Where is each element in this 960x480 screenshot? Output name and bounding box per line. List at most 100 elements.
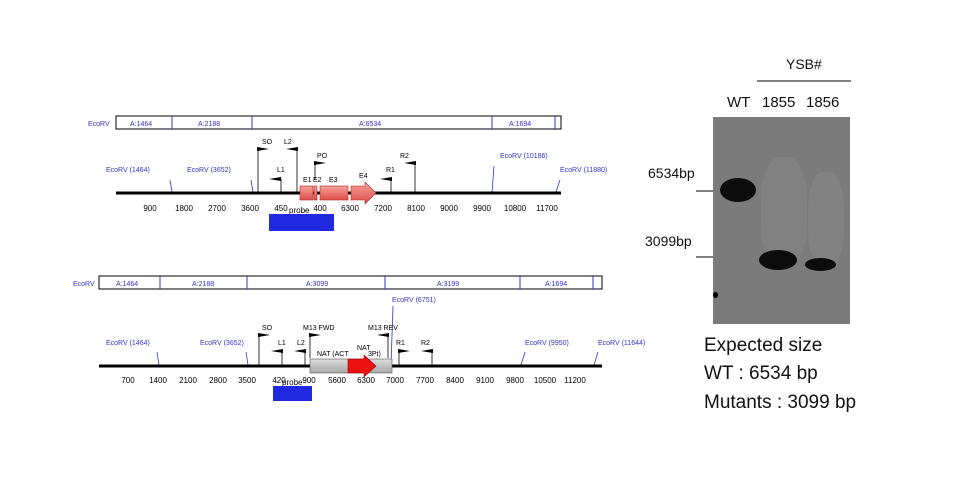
- top-primer-l2-arrow: [286, 147, 298, 151]
- blot-haze-1855: [761, 157, 807, 267]
- svg-text:700: 700: [121, 376, 135, 385]
- svg-text:6300: 6300: [341, 204, 359, 213]
- svg-text:EcoRV (3652): EcoRV (3652): [200, 340, 244, 347]
- top-fragment-3: A:6534: [359, 121, 381, 128]
- top-site-4: EcoRV (11880): [560, 167, 607, 174]
- ysb-group-label: YSB#: [786, 56, 822, 72]
- svg-text:10500: 10500: [534, 376, 557, 385]
- svg-text:EcoRV (9950): EcoRV (9950): [525, 340, 569, 347]
- top-restriction-map: EcoRV A:1464 A:2188 A:6534 A:1694 SO L2 …: [88, 115, 607, 231]
- svg-text:3500: 3500: [238, 376, 256, 385]
- svg-text:420: 420: [272, 376, 286, 385]
- bottom-probe-label: probe: [282, 378, 303, 387]
- top-site-3: EcoRV (10186): [500, 153, 548, 160]
- top-primer-po: PO: [317, 153, 328, 160]
- top-exon-e1: E1: [303, 177, 312, 184]
- top-primer-r2-arrow: [404, 161, 416, 165]
- nat-gene-arrow: [347, 354, 377, 378]
- top-primer-l1-arrow: [269, 177, 281, 181]
- svg-text:1400: 1400: [149, 376, 167, 385]
- size-marker-6534: 6534bp: [648, 165, 695, 181]
- expected-size-mutants: Mutants : 3099 bp: [704, 392, 857, 413]
- svg-text:A:1464: A:1464: [116, 281, 138, 288]
- svg-text:7000: 7000: [386, 376, 404, 385]
- bottom-fragment-bar: [98, 275, 603, 290]
- size-marker-3099: 3099bp: [645, 233, 692, 249]
- svg-text:5600: 5600: [328, 376, 346, 385]
- blot-haze-1856: [808, 172, 844, 267]
- svg-text:900: 900: [143, 204, 157, 213]
- top-probe-label: probe: [289, 206, 310, 215]
- top-exon-e3: E3: [329, 177, 338, 184]
- top-exon-1-block: [299, 185, 314, 201]
- svg-text:11200: 11200: [564, 376, 586, 385]
- svg-text:400: 400: [313, 204, 327, 213]
- nat-cassette-tail: 3Pt): [368, 351, 381, 358]
- top-primer-so-arrow: [257, 147, 269, 151]
- band-wt-6534: [720, 178, 756, 202]
- top-site-1: EcoRV (1464): [106, 167, 150, 174]
- band-1856-3099: [805, 258, 836, 271]
- top-primer-r2: R2: [400, 153, 409, 160]
- top-exon-e4: E4: [359, 173, 368, 180]
- blot-speck: [713, 292, 718, 298]
- svg-text:A:3099: A:3099: [306, 281, 328, 288]
- svg-text:R1: R1: [396, 340, 405, 347]
- top-primer-l1: L1: [277, 167, 285, 174]
- top-exon-4-arrow: [350, 181, 377, 205]
- top-fragment-2: A:2188: [198, 121, 220, 128]
- svg-text:10800: 10800: [504, 204, 527, 213]
- expected-size-wt: WT : 6534 bp: [704, 363, 818, 384]
- lane-label-wt: WT: [727, 94, 751, 111]
- svg-text:11700: 11700: [536, 204, 558, 213]
- nat-label: NAT: [357, 345, 371, 352]
- bottom-enzyme-label: EcoRV: [73, 281, 95, 288]
- band-1855-3099: [759, 250, 797, 270]
- top-primer-so: SO: [262, 139, 273, 146]
- expected-size-title: Expected size: [704, 335, 823, 356]
- svg-text:2100: 2100: [179, 376, 197, 385]
- top-enzyme-label: EcoRV: [88, 121, 110, 128]
- svg-text:7200: 7200: [374, 204, 392, 213]
- svg-text:2800: 2800: [209, 376, 227, 385]
- southern-blot-image: [713, 117, 850, 324]
- nat-cassette-label: NAT (ACT: [317, 351, 349, 358]
- top-fragment-bar: [115, 115, 562, 130]
- svg-text:EcoRV (1464): EcoRV (1464): [106, 340, 150, 347]
- top-primer-r1: R1: [386, 167, 395, 174]
- top-fragment-1: A:1464: [130, 121, 152, 128]
- svg-text:7700: 7700: [416, 376, 434, 385]
- svg-text:A:2188: A:2188: [192, 281, 214, 288]
- svg-text:A:3199: A:3199: [437, 281, 459, 288]
- bottom-site-mid: EcoRV (6751): [392, 297, 436, 304]
- svg-text:R2: R2: [421, 340, 430, 347]
- top-primer-po-arrow: [314, 161, 326, 165]
- svg-text:9900: 9900: [473, 204, 491, 213]
- top-primer-l2: L2: [284, 139, 292, 146]
- svg-text:L1: L1: [278, 340, 286, 347]
- svg-text:9100: 9100: [476, 376, 494, 385]
- svg-text:L2: L2: [297, 340, 305, 347]
- top-primer-r1-arrow: [380, 177, 392, 181]
- svg-text:3600: 3600: [241, 204, 259, 213]
- svg-text:8100: 8100: [407, 204, 425, 213]
- svg-text:M13 FWD: M13 FWD: [303, 325, 335, 332]
- svg-text:900: 900: [302, 376, 316, 385]
- svg-text:8400: 8400: [446, 376, 464, 385]
- svg-text:6300: 6300: [357, 376, 375, 385]
- top-site-2: EcoRV (3652): [187, 167, 231, 174]
- svg-text:EcoRV (11644): EcoRV (11644): [598, 340, 645, 347]
- bottom-restriction-map: EcoRV A:1464 A:2188 A:3099 A:3199 A:1694…: [73, 275, 645, 401]
- svg-text:450: 450: [274, 204, 288, 213]
- svg-text:A:1694: A:1694: [545, 281, 567, 288]
- top-probe-bar: [269, 214, 334, 231]
- svg-text:2700: 2700: [208, 204, 226, 213]
- top-exon-2-block: [313, 185, 318, 201]
- lane-label-1856: 1856: [806, 94, 840, 111]
- svg-text:SO: SO: [262, 325, 273, 332]
- svg-text:1800: 1800: [175, 204, 193, 213]
- top-exon-e2: E2: [313, 177, 322, 184]
- svg-text:M13 REV: M13 REV: [368, 325, 398, 332]
- bottom-probe-bar: [273, 386, 312, 401]
